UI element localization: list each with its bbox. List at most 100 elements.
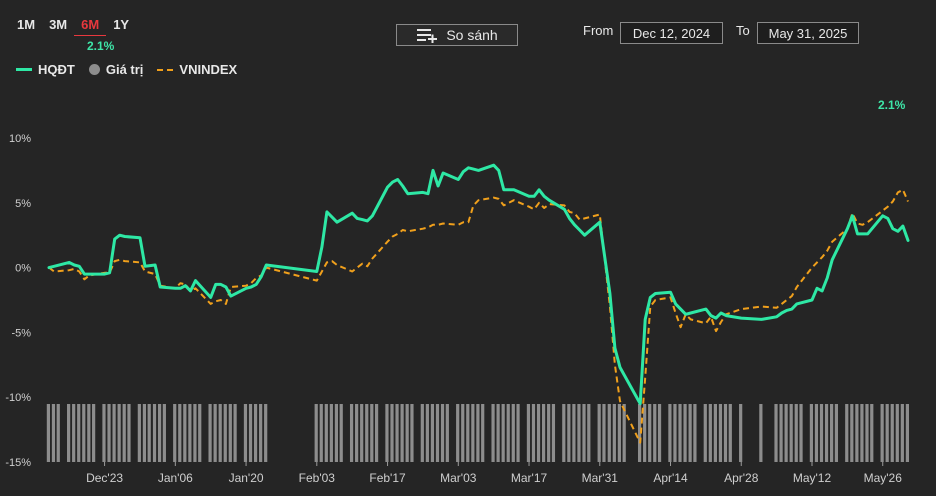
volume-bar xyxy=(349,404,354,462)
volume-bar xyxy=(845,404,849,462)
volume-bar xyxy=(587,404,591,462)
volume-bar xyxy=(339,404,343,462)
volume-bar xyxy=(147,404,151,462)
volume-bar xyxy=(400,404,404,462)
volume-bar xyxy=(657,404,662,462)
volume-bar xyxy=(481,404,485,462)
volume-bar xyxy=(193,404,197,462)
volume-bar xyxy=(117,404,121,462)
volume-bar xyxy=(395,404,399,462)
y-tick-label: 0% xyxy=(15,263,31,275)
series-line-hqdt xyxy=(47,163,910,406)
volume-bar xyxy=(360,404,364,462)
volume-bar xyxy=(536,404,541,462)
volume-bar xyxy=(506,404,510,462)
volume-bar xyxy=(183,404,187,462)
x-tick-label: Apr'28 xyxy=(724,471,759,485)
volume-bar xyxy=(56,404,60,462)
volume-bar xyxy=(476,404,480,462)
volume-bar xyxy=(541,404,546,462)
volume-bar xyxy=(72,404,76,462)
volume-bar xyxy=(865,404,869,462)
y-tick-label: -10% xyxy=(5,392,31,404)
tab-1y[interactable]: 1Y xyxy=(113,17,130,32)
period-tabs: 1M 3M 6M 1Y xyxy=(10,16,136,36)
volume-bar xyxy=(718,404,723,462)
legend-item-gia-tri[interactable]: Giá trị xyxy=(88,62,144,77)
volume-bar xyxy=(314,404,318,462)
compare-label: So sánh xyxy=(446,27,498,43)
legend-item-vnindex[interactable]: VNINDEX xyxy=(157,62,237,77)
volume-bar xyxy=(577,404,581,462)
volume-bar xyxy=(551,404,556,462)
volume-bar xyxy=(739,404,743,462)
volume-bar xyxy=(562,404,566,462)
volume-bar xyxy=(198,404,202,462)
volume-bar xyxy=(516,404,520,462)
volume-bar xyxy=(390,404,394,462)
volume-bar xyxy=(880,404,884,462)
volume-bar xyxy=(410,404,414,462)
volume-bar xyxy=(850,404,854,462)
volume-bar xyxy=(572,404,576,462)
volume-bar xyxy=(223,404,227,462)
tab-1m[interactable]: 1M xyxy=(17,17,36,32)
volume-bar xyxy=(456,404,460,462)
volume-bar xyxy=(157,404,162,462)
legend-item-hqdt[interactable]: HQĐT xyxy=(16,62,75,77)
volume-bar xyxy=(440,404,445,462)
legend-label-gia-tri: Giá trị xyxy=(105,62,144,77)
x-tick-label: Mar'03 xyxy=(440,471,477,485)
volume-bar xyxy=(264,404,268,462)
x-tick-label: Feb'17 xyxy=(369,471,406,485)
from-date-field[interactable]: Dec 12, 2024 xyxy=(620,22,723,44)
volume-bar xyxy=(814,404,819,462)
volume-bar xyxy=(319,404,323,462)
tab-6m[interactable]: 6M xyxy=(74,16,107,36)
tab-3m[interactable]: 3M xyxy=(49,17,68,32)
volume-bar xyxy=(819,404,824,462)
volume-bar xyxy=(759,404,763,462)
volume-bar xyxy=(531,404,536,462)
volume-bar xyxy=(461,404,465,462)
volume-bar xyxy=(385,404,389,462)
volume-bar xyxy=(374,404,379,462)
active-period-return: 2.1% xyxy=(87,39,115,53)
volume-bar xyxy=(774,404,778,462)
volume-bar xyxy=(784,404,788,462)
volume-bar xyxy=(799,404,803,462)
volume-bar xyxy=(703,404,707,462)
x-tick-label: Jan'06 xyxy=(158,471,193,485)
volume-bar xyxy=(87,404,91,462)
volume-bar xyxy=(430,404,435,462)
volume-bar xyxy=(46,404,50,462)
volume-bar xyxy=(259,404,263,462)
volume-bar xyxy=(885,404,889,462)
y-tick-label: -5% xyxy=(11,327,31,339)
to-date-field[interactable]: May 31, 2025 xyxy=(757,22,859,44)
volume-bar xyxy=(82,404,86,462)
x-tick-label: Jan'20 xyxy=(229,471,264,485)
volume-bar xyxy=(602,404,606,462)
compare-button[interactable]: So sánh xyxy=(396,24,518,46)
volume-bar xyxy=(648,404,652,462)
volume-bar xyxy=(688,404,692,462)
volume-bar xyxy=(248,404,253,462)
volume-bar xyxy=(102,404,106,462)
volume-bar xyxy=(213,404,217,462)
volume-bar xyxy=(668,404,672,462)
x-tick-label: Apr'14 xyxy=(653,471,688,485)
volume-bar xyxy=(208,404,212,462)
volume-bar xyxy=(122,404,126,462)
volume-bar xyxy=(405,404,409,462)
volume-bar xyxy=(178,404,182,462)
volume-bar xyxy=(617,404,621,462)
volume-bar xyxy=(809,404,813,462)
volume-bar xyxy=(622,404,626,462)
volume-bar xyxy=(324,404,328,462)
x-tick-label: Feb'03 xyxy=(299,471,336,485)
x-tick-label: May'26 xyxy=(864,471,903,485)
volume-bar xyxy=(597,404,601,462)
volume-bar xyxy=(728,404,732,462)
volume-bar xyxy=(228,404,232,462)
